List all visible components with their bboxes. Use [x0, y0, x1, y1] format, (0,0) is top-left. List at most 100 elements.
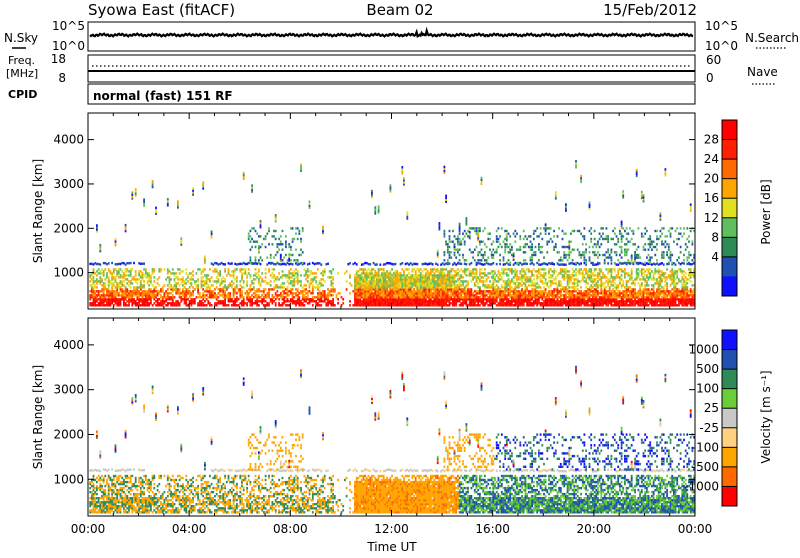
power-cell — [278, 286, 280, 289]
power-cell — [521, 302, 523, 305]
power-cell — [264, 237, 267, 241]
power-cell — [472, 302, 474, 305]
power-cell — [435, 294, 437, 297]
power-cell — [188, 302, 191, 305]
power-cell — [163, 300, 166, 303]
power-cell — [460, 304, 463, 307]
power-cell — [500, 284, 503, 287]
power-cell — [495, 298, 498, 301]
power-cell — [438, 286, 441, 289]
power-cell — [612, 298, 614, 301]
power-cell — [227, 296, 230, 299]
power-cell — [458, 222, 461, 226]
power-cell — [252, 240, 255, 243]
power-cell — [532, 296, 535, 299]
power-cell — [458, 253, 461, 257]
power-cell — [624, 268, 626, 271]
power-cell — [376, 304, 378, 307]
power-cell — [158, 268, 161, 271]
power-cell — [566, 304, 569, 307]
power-cell — [457, 243, 459, 246]
power-cell — [630, 268, 633, 271]
power-cell — [192, 302, 194, 305]
power-cell — [433, 304, 436, 307]
power-cell — [512, 290, 515, 293]
power-cell — [457, 288, 459, 291]
power-cell — [519, 235, 522, 238]
power-cell — [487, 304, 490, 307]
power-cell — [219, 288, 221, 291]
power-cell — [565, 263, 567, 266]
power-cell — [134, 292, 137, 295]
power-cell — [219, 262, 221, 266]
power-cell — [323, 290, 326, 293]
power-cell — [244, 268, 247, 271]
power-cell — [384, 276, 387, 279]
power-cell — [504, 248, 507, 251]
power-cell — [236, 292, 238, 295]
power-cell — [615, 294, 618, 297]
power-cell — [273, 256, 275, 259]
power-cell — [416, 300, 419, 303]
power-cell — [576, 282, 579, 285]
power-cell — [436, 302, 439, 305]
power-cell — [468, 304, 471, 307]
power-cell — [244, 272, 247, 275]
power-cell — [632, 304, 635, 307]
power-cell — [458, 276, 461, 279]
power-cell — [477, 233, 480, 236]
power-cell — [369, 282, 372, 285]
power-cell — [217, 296, 220, 299]
power-cell — [475, 268, 478, 271]
power-cell — [175, 290, 178, 293]
power-cell — [102, 296, 105, 299]
power-cell — [441, 304, 444, 307]
power-cell — [445, 274, 447, 277]
power-cell — [291, 296, 294, 299]
power-cell — [295, 302, 297, 305]
power-cell — [92, 272, 95, 275]
power-cell — [445, 296, 447, 299]
power-cell — [192, 278, 194, 281]
power-cell — [561, 263, 564, 266]
power-cell — [445, 240, 447, 243]
power-cell — [425, 296, 427, 299]
power-cell — [632, 280, 635, 283]
power-cell — [438, 274, 441, 277]
power-cell — [303, 304, 306, 307]
power-cell — [371, 274, 373, 277]
power-cell — [279, 235, 282, 238]
power-cell — [519, 278, 522, 281]
power-cell — [166, 304, 169, 307]
power-cell — [440, 272, 442, 275]
power-cell — [571, 268, 574, 271]
freq-left-tick-top: 18 — [51, 52, 66, 66]
power-cell — [494, 288, 496, 291]
power-cell — [473, 296, 476, 299]
power-cell — [544, 304, 547, 307]
power-cell — [477, 300, 480, 303]
power-cell — [575, 166, 577, 169]
power-cell — [472, 304, 474, 307]
power-cell — [396, 302, 399, 305]
power-cell — [629, 298, 631, 301]
power-cell — [625, 282, 628, 285]
power-cell — [462, 276, 464, 279]
power-cell — [463, 300, 466, 303]
power-cell — [531, 245, 533, 249]
power-cell — [544, 272, 547, 275]
power-cell — [273, 288, 275, 291]
power-cell — [258, 282, 260, 285]
power-cell — [477, 276, 480, 279]
power-cell — [489, 302, 491, 305]
power-cell — [217, 300, 220, 303]
power-cell — [602, 274, 604, 277]
power-cell — [441, 296, 444, 299]
power-cell — [376, 300, 378, 303]
power-cell — [549, 304, 552, 307]
power-cell — [389, 190, 392, 193]
power-cell — [448, 245, 451, 249]
power-cell — [386, 296, 388, 299]
power-cell — [271, 288, 274, 291]
